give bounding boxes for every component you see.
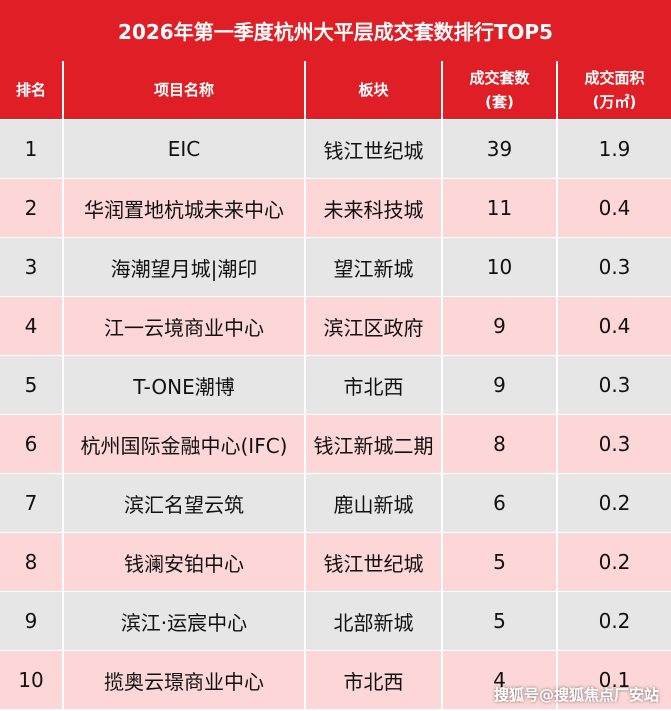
cell-space: 0.3: [556, 238, 671, 296]
cell-area: 市北西: [304, 651, 441, 709]
cell-units: 39: [441, 120, 556, 178]
header-space-unit: (万㎡): [592, 93, 637, 111]
cell-area: 鹿山新城: [304, 474, 441, 532]
cell-area: 钱江新城二期: [304, 415, 441, 473]
table-row: 9 滨江·运宸中心 北部新城 5 0.2: [0, 591, 671, 650]
table-row: 3 海潮望月城|潮印 望江新城 10 0.3: [0, 237, 671, 296]
cell-rank: 2: [24, 196, 38, 220]
cell-project: 滨江·运宸中心: [62, 592, 304, 650]
table-row: 6 杭州国际金融中心(IFC) 钱江新城二期 8 0.3: [0, 414, 671, 473]
cell-units: 5: [441, 592, 556, 650]
cell-rank: 1: [24, 137, 38, 161]
header-units-unit: (套): [485, 93, 514, 111]
cell-rank: 5: [24, 373, 38, 397]
header-rank-label: 排名: [15, 81, 46, 99]
cell-space: 0.4: [556, 179, 671, 237]
cell-units: 8: [441, 415, 556, 473]
cell-units: 11: [441, 179, 556, 237]
cell-area: 钱江世纪城: [304, 120, 441, 178]
cell-area: 北部新城: [304, 592, 441, 650]
cell-project: 杭州国际金融中心(IFC): [62, 415, 304, 473]
cell-project: T-ONE潮博: [62, 356, 304, 414]
table-row: 10 揽奥云璟商业中心 市北西 4 0.1: [0, 650, 671, 709]
table-row: 4 江一云境商业中心 滨江区政府 9 0.4: [0, 296, 671, 355]
cell-space: 0.2: [556, 474, 671, 532]
cell-units: 5: [441, 533, 556, 591]
header-project-label: 项目名称: [153, 81, 214, 99]
cell-project: 滨汇名望云筑: [62, 474, 304, 532]
cell-units: 9: [441, 297, 556, 355]
cell-area: 钱江世纪城: [304, 533, 441, 591]
header-rank: 排名: [0, 61, 62, 119]
cell-rank: 7: [24, 491, 38, 515]
cell-rank: 10: [18, 668, 44, 692]
cell-rank: 4: [24, 314, 38, 338]
cell-space: 0.3: [556, 415, 671, 473]
header-units: 成交套数 (套): [441, 61, 556, 119]
cell-space: 0.2: [556, 533, 671, 591]
table-body: 1 EIC 钱江世纪城 39 1.9 2 华润置地杭城未来中心 未来科技城 11…: [0, 119, 671, 709]
cell-space: 0.1: [556, 651, 671, 709]
cell-space: 0.2: [556, 592, 671, 650]
cell-units: 9: [441, 356, 556, 414]
cell-project: 钱澜安铂中心: [62, 533, 304, 591]
cell-rank: 6: [24, 432, 38, 456]
cell-space: 0.3: [556, 356, 671, 414]
cell-rank: 8: [24, 550, 38, 574]
header-area: 板块: [304, 61, 441, 119]
cell-project: EIC: [62, 120, 304, 178]
cell-area: 市北西: [304, 356, 441, 414]
cell-area: 滨江区政府: [304, 297, 441, 355]
cell-area: 望江新城: [304, 238, 441, 296]
table-title: 2026年第一季度杭州大平层成交套数排行TOP5: [0, 0, 671, 61]
table-row: 8 钱澜安铂中心 钱江世纪城 5 0.2: [0, 532, 671, 591]
cell-project: 江一云境商业中心: [62, 297, 304, 355]
cell-space: 1.9: [556, 120, 671, 178]
table-row: 5 T-ONE潮博 市北西 9 0.3: [0, 355, 671, 414]
cell-project: 海潮望月城|潮印: [62, 238, 304, 296]
header-project: 项目名称: [62, 61, 304, 119]
cell-units: 4: [441, 651, 556, 709]
header-area-label: 板块: [358, 81, 389, 99]
cell-units: 10: [441, 238, 556, 296]
cell-rank: 9: [24, 609, 38, 633]
cell-area: 未来科技城: [304, 179, 441, 237]
table-row: 2 华润置地杭城未来中心 未来科技城 11 0.4: [0, 178, 671, 237]
header-space-label: 成交面积: [584, 69, 645, 87]
table-row: 7 滨汇名望云筑 鹿山新城 6 0.2: [0, 473, 671, 532]
cell-space: 0.4: [556, 297, 671, 355]
table-header-row: 排名 项目名称 板块 成交套数 (套) 成交面积 (万㎡): [0, 61, 671, 119]
header-units-label: 成交套数: [469, 69, 530, 87]
header-space: 成交面积 (万㎡): [556, 61, 671, 119]
cell-project: 华润置地杭城未来中心: [62, 179, 304, 237]
cell-rank: 3: [24, 255, 38, 279]
cell-project: 揽奥云璟商业中心: [62, 651, 304, 709]
cell-units: 6: [441, 474, 556, 532]
table-row: 1 EIC 钱江世纪城 39 1.9: [0, 119, 671, 178]
watermark: 搜狐号@搜狐焦点厂安站: [493, 686, 659, 704]
